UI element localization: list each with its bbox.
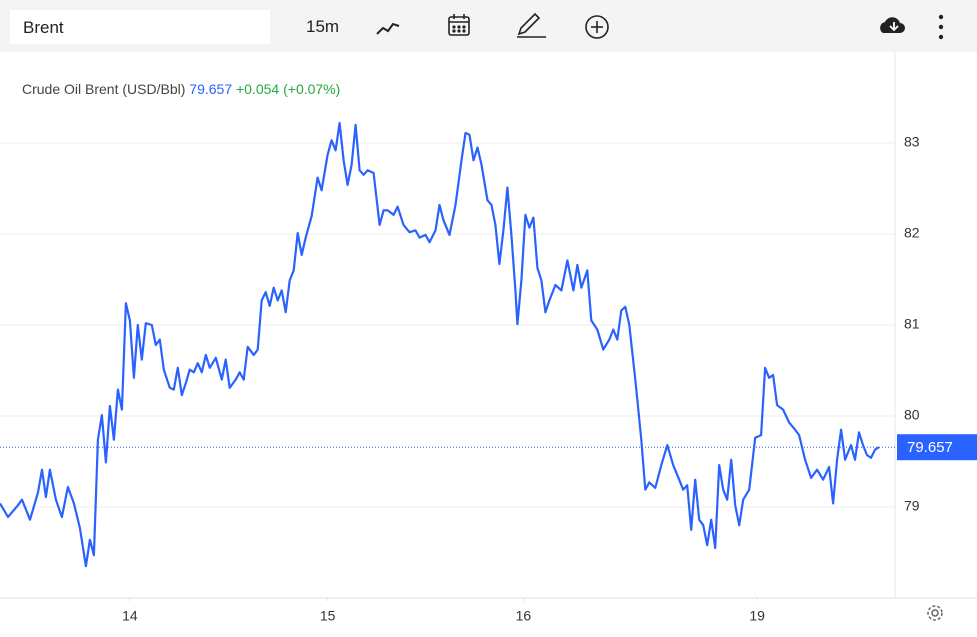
last-price-label: 79.657 <box>907 439 953 456</box>
y-tick-label: 80 <box>904 407 920 423</box>
toolbar-icons <box>376 12 944 40</box>
line-style-icon[interactable] <box>376 22 400 35</box>
y-tick-label: 82 <box>904 225 920 241</box>
interval-button[interactable]: 15m <box>306 17 340 36</box>
x-tick-label: 14 <box>122 608 138 624</box>
x-tick-label: 19 <box>749 608 765 624</box>
menu-icon[interactable] <box>938 14 944 40</box>
price-change: +0.054 (+0.07%) <box>236 81 340 97</box>
draw-icon[interactable] <box>517 12 546 38</box>
y-tick-label: 81 <box>904 316 920 332</box>
chart: Crude Oil Brent (USD/Bbl) 79.657 +0.054 … <box>0 52 977 624</box>
add-icon[interactable] <box>585 15 609 39</box>
x-tick-label: 16 <box>516 608 532 624</box>
price-line <box>0 121 880 568</box>
last-price: 79.657 <box>189 81 232 97</box>
calendar-icon[interactable] <box>448 14 470 36</box>
y-tick-label: 79 <box>904 498 920 514</box>
symbol-input[interactable]: Brent <box>10 10 270 44</box>
download-icon[interactable] <box>880 17 905 33</box>
title: Crude Oil Brent (USD/Bbl) <box>22 81 185 97</box>
settings-icon[interactable] <box>927 605 943 621</box>
chart-title: Crude Oil Brent (USD/Bbl) 79.657 +0.054 … <box>22 81 340 97</box>
toolbar: Brent 15m <box>0 0 977 52</box>
x-tick-label: 15 <box>320 608 336 624</box>
y-tick-label: 83 <box>904 134 920 150</box>
last-price-tag <box>897 434 977 461</box>
